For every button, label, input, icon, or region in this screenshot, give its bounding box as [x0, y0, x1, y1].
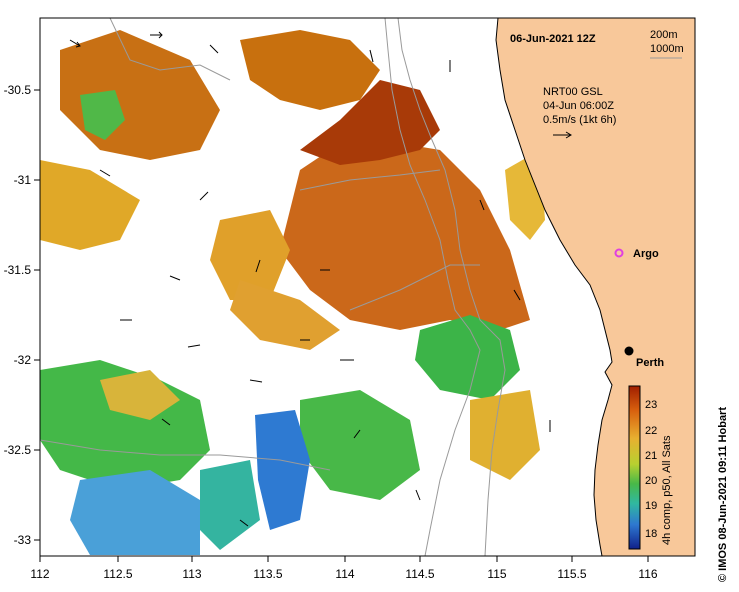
- colorbar: 23 22 21 20 19 18 4h comp, p50, All Sats: [628, 385, 673, 550]
- lon-tick-label: 112.5: [103, 567, 132, 581]
- current-arrow: [69, 39, 81, 48]
- depth-legend-1000m: 1000m: [650, 43, 684, 55]
- argo-label: Argo: [633, 248, 659, 260]
- colorbar-caption: 4h comp, p50, All Sats: [661, 435, 673, 545]
- current-arrow: [169, 275, 181, 281]
- perth-marker: [624, 346, 634, 356]
- contour-offshore-3: [299, 169, 441, 191]
- contour-offshore-2: [40, 439, 331, 471]
- current-time: 04-Jun 06:00Z: [543, 100, 614, 112]
- sst-cold-plume: [255, 410, 310, 530]
- colorbar-tick: 21: [645, 450, 657, 462]
- lon-tick-label: 114: [335, 567, 354, 581]
- sst-mid-central: [210, 210, 290, 300]
- date-title: 06-Jun-2021 12Z: [510, 33, 596, 45]
- current-scale-arrow: [553, 131, 572, 139]
- lon-tick-label: 115: [487, 567, 506, 581]
- colorbar-tick: 22: [645, 425, 657, 437]
- sst-mid-southmid: [100, 370, 180, 420]
- sst-mid-southeast: [470, 390, 540, 480]
- sst-warm-north: [240, 30, 380, 110]
- bathymetry-contours: [40, 18, 506, 556]
- sst-mid-west: [40, 160, 140, 250]
- lat-tick-label: -31.5: [4, 263, 32, 277]
- perth-label: Perth: [636, 357, 664, 369]
- current-arrow: [249, 379, 263, 383]
- contour-1000m: [384, 18, 481, 556]
- colorbar-tick: 20: [645, 475, 657, 487]
- current-arrow: [99, 169, 111, 177]
- current-arrow: [150, 31, 163, 39]
- lat-tick-label: -32.5: [4, 443, 32, 457]
- lon-tick-label: 112: [30, 567, 49, 581]
- sst-field: [40, 30, 545, 555]
- sst-cyan-south: [200, 460, 260, 550]
- lon-tick-label: 113: [182, 567, 201, 581]
- sst-hot-spot: [300, 80, 440, 165]
- sst-warm-core: [280, 140, 530, 330]
- credit-text: © IMOS 08-Jun-2021 09:11 Hobart: [717, 407, 729, 582]
- depth-legend-200m: 200m: [650, 29, 678, 41]
- current-arrow: [369, 49, 374, 63]
- current-arrow: [415, 489, 421, 501]
- sst-green-north: [80, 90, 125, 140]
- colorbar-gradient: [628, 385, 641, 550]
- plot-frame: [39, 17, 696, 557]
- contour-200m: [397, 18, 506, 556]
- current-arrow: [479, 199, 485, 211]
- axis-ticks: [34, 89, 649, 562]
- sst-cold-southwest: [70, 470, 200, 555]
- colorbar-tick: 18: [645, 528, 657, 540]
- lon-tick-label: 116: [638, 567, 657, 581]
- current-arrow: [239, 519, 249, 527]
- lat-tick-labels: -30.5 -31 -31.5 -32 -32.5 -33: [4, 83, 32, 547]
- lon-tick-label: 114.5: [405, 567, 434, 581]
- contour-offshore-4: [349, 264, 480, 311]
- lon-tick-label: 115.5: [557, 567, 586, 581]
- current-vectors: [69, 31, 551, 527]
- lat-tick-label: -32: [14, 353, 32, 367]
- current-arrow: [513, 289, 521, 301]
- current-arrow: [209, 44, 219, 54]
- lat-tick-label: -31: [14, 173, 32, 187]
- lon-tick-label: 113.5: [253, 567, 282, 581]
- sst-cool-east: [415, 315, 520, 400]
- lon-tick-labels: 112 112.5 113 113.5 114 114.5 115 115.5 …: [30, 567, 657, 581]
- current-source: NRT00 GSL: [543, 86, 603, 98]
- lat-tick-label: -30.5: [4, 83, 32, 97]
- current-arrow: [255, 259, 261, 273]
- current-arrow: [199, 191, 209, 201]
- sst-warm-mid: [230, 280, 340, 350]
- colorbar-tick: 23: [645, 399, 657, 411]
- land-mass: [495, 18, 695, 556]
- colorbar-tick: 19: [645, 500, 657, 512]
- current-scale: 0.5m/s (1kt 6h): [543, 114, 616, 126]
- contour-offshore-1: [109, 18, 231, 81]
- argo-marker: [614, 248, 624, 258]
- sst-cool-south: [300, 390, 420, 500]
- current-arrow: [353, 429, 361, 439]
- lat-tick-label: -33: [14, 533, 32, 547]
- current-arrow: [187, 344, 201, 348]
- current-arrow: [161, 418, 171, 426]
